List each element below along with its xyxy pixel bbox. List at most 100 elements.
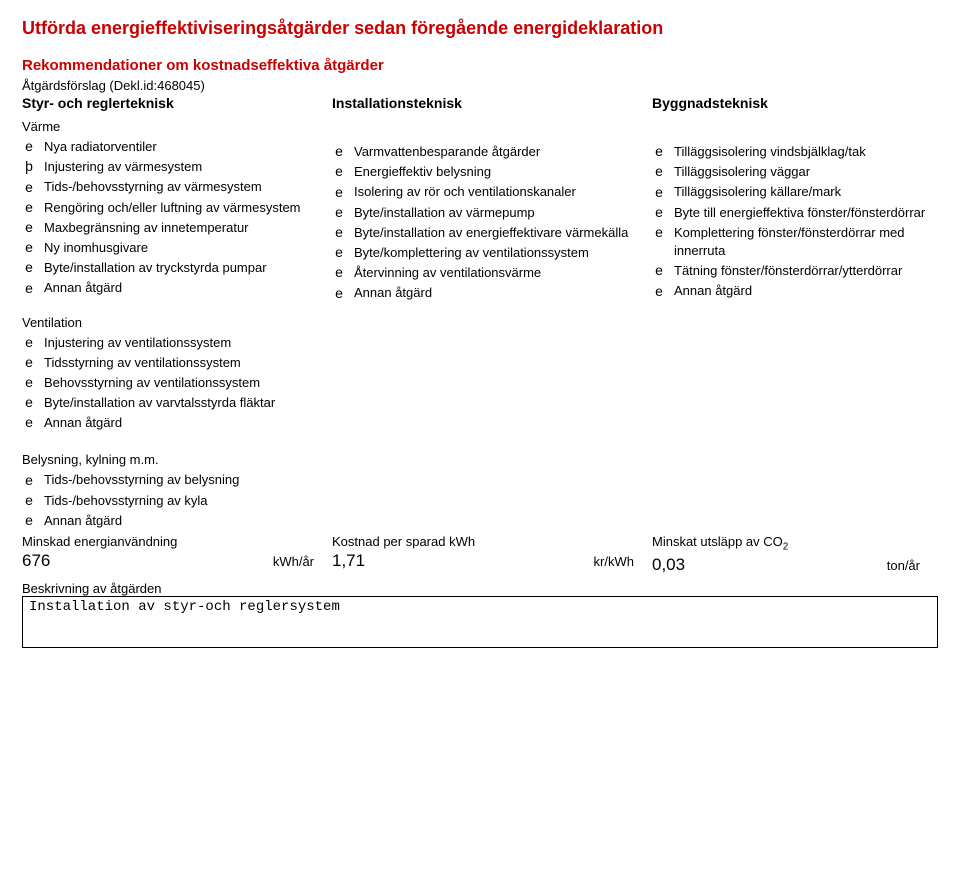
heat-a-item: eNya radiatorventiler bbox=[22, 138, 332, 156]
group-lighting: Belysning, kylning m.m. bbox=[22, 452, 938, 467]
heat-a-label: Maxbegränsning av innetemperatur bbox=[44, 219, 332, 237]
heat-c-item: e Tilläggsisolering källare/mark bbox=[652, 183, 938, 201]
vent-a-item: e Tidsstyrning av ventilationssystem bbox=[22, 354, 332, 372]
vent-a-item: e Annan åtgärd bbox=[22, 414, 332, 432]
heat-c-item: e Tätning fönster/fönsterdörrar/ytterdörr… bbox=[652, 262, 938, 280]
heat-a-label: Byte/installation av tryckstyrda pumpar bbox=[44, 259, 332, 277]
heat-c-checkbox[interactable]: e bbox=[652, 262, 666, 280]
heat-c-checkbox[interactable]: e bbox=[652, 143, 666, 161]
vent-a-label: Annan åtgärd bbox=[44, 414, 332, 432]
heat-a-checkbox[interactable]: e bbox=[22, 219, 36, 237]
heat-a-label: Tids-/behovsstyrning av värmesystem bbox=[44, 178, 332, 196]
vent-a-item: e Injustering av ventilationssystem bbox=[22, 334, 332, 352]
heat-a-item: e Maxbegränsning av innetemperatur bbox=[22, 219, 332, 237]
vent-a-item: e Behovsstyrning av ventilationssystem bbox=[22, 374, 332, 392]
heat-b-checkbox[interactable]: e bbox=[332, 264, 346, 282]
light-a-item: e Annan åtgärd bbox=[22, 512, 332, 530]
metric-energy-label: Minskad energianvändning bbox=[22, 534, 332, 549]
heat-b-item: e Annan åtgärd bbox=[332, 284, 652, 302]
page-title: Utförda energieffektiviseringsåtgärder s… bbox=[22, 18, 938, 39]
heat-a-label: Annan åtgärd bbox=[44, 279, 332, 297]
light-a-item: e Tids-/behovsstyrning av kyla bbox=[22, 492, 332, 510]
metric-cost-value: 1,71 bbox=[332, 551, 365, 571]
heat-a-item: e Rengöring och/eller luftning av värmesy… bbox=[22, 199, 332, 217]
proposal-line: Åtgärdsförslag (Dekl.id:468045) bbox=[22, 78, 938, 93]
description-label: Beskrivning av åtgärden bbox=[22, 581, 938, 596]
heat-b-checkbox[interactable]: e bbox=[332, 204, 346, 222]
group-ventilation: Ventilation bbox=[22, 315, 938, 330]
heat-a-item: e Byte/installation av tryckstyrda pumpar bbox=[22, 259, 332, 277]
heat-c-label: Tilläggsisolering källare/mark bbox=[674, 183, 938, 201]
heat-c-item: e Byte till energieffektiva fönster/fönst… bbox=[652, 204, 938, 222]
vent-a-label: Byte/installation av varvtalsstyrda fläk… bbox=[44, 394, 332, 412]
heat-a-checkbox[interactable]: e bbox=[22, 178, 36, 196]
heat-c-checkbox[interactable]: e bbox=[652, 282, 666, 300]
metric-energy-value: 676 bbox=[22, 551, 50, 571]
heat-b-item: eByte/installation av värmepump bbox=[332, 204, 652, 222]
vent-a-checkbox[interactable]: e bbox=[22, 394, 36, 412]
heat-c-item: eTilläggsisolering vindsbjälklag/tak bbox=[652, 143, 938, 161]
heat-a-checkbox[interactable]: e bbox=[22, 239, 36, 257]
description-box: Installation av styr-och reglersystem bbox=[22, 596, 938, 648]
heat-a-checkbox[interactable]: e bbox=[22, 259, 36, 277]
metric-cost-unit: kr/kWh bbox=[594, 554, 652, 569]
heat-c-checkbox[interactable]: e bbox=[652, 163, 666, 181]
heat-b-item: eEnergieffektiv belysning bbox=[332, 163, 652, 181]
metric-co2-label-sub: 2 bbox=[783, 542, 789, 553]
heat-c-label: Byte till energieffektiva fönster/fönste… bbox=[674, 204, 938, 222]
heat-b-checkbox[interactable]: e bbox=[332, 284, 346, 302]
heat-a-checkbox[interactable]: e bbox=[22, 138, 36, 156]
heat-a-label: Rengöring och/eller luftning av värmesys… bbox=[44, 199, 332, 217]
column-headers-row: Styr- och reglerteknisk Värme eNya radia… bbox=[22, 95, 938, 305]
light-a-label: Annan åtgärd bbox=[44, 512, 332, 530]
vent-a-checkbox[interactable]: e bbox=[22, 334, 36, 352]
heat-c-item: eAnnan åtgärd bbox=[652, 282, 938, 300]
heat-c-item: e Komplettering fönster/fönsterdörrar med… bbox=[652, 224, 938, 260]
heat-c-label: Komplettering fönster/fönsterdörrar med … bbox=[674, 224, 938, 260]
metric-co2-label: Minskat utsläpp av CO2 bbox=[652, 534, 938, 553]
heat-b-item: eByte/installation av energieffektivare … bbox=[332, 224, 652, 242]
heat-b-checkbox[interactable]: e bbox=[332, 143, 346, 161]
light-a-item: e Tids-/behovsstyrning av belysning bbox=[22, 471, 332, 489]
heat-b-label: Annan åtgärd bbox=[354, 284, 652, 302]
page: Utförda energieffektiviseringsåtgärder s… bbox=[0, 0, 960, 688]
heat-a-item: e Annan åtgärd bbox=[22, 279, 332, 297]
vent-a-label: Tidsstyrning av ventilationssystem bbox=[44, 354, 332, 372]
heat-b-checkbox[interactable]: e bbox=[332, 163, 346, 181]
vent-a-checkbox[interactable]: e bbox=[22, 414, 36, 432]
vent-a-label: Behovsstyrning av ventilationssystem bbox=[44, 374, 332, 392]
heat-b-item: e Isolering av rör och ventilationskanale… bbox=[332, 183, 652, 201]
heat-c-label: Tätning fönster/fönsterdörrar/ytterdörra… bbox=[674, 262, 938, 280]
heat-a-checkbox[interactable]: þ bbox=[22, 158, 36, 176]
metric-co2-label-prefix: Minskat utsläpp av CO bbox=[652, 534, 783, 549]
heat-a-item: þ Injustering av värmesystem bbox=[22, 158, 332, 176]
heat-b-label: Isolering av rör och ventilationskanaler bbox=[354, 183, 652, 201]
metrics-row: Minskad energianvändning 676 kWh/år Kost… bbox=[22, 534, 938, 575]
heat-c-checkbox[interactable]: e bbox=[652, 204, 666, 222]
heat-c-checkbox[interactable]: e bbox=[652, 224, 666, 242]
heat-c-checkbox[interactable]: e bbox=[652, 183, 666, 201]
light-a-label: Tids-/behovsstyrning av belysning bbox=[44, 471, 332, 489]
light-a-checkbox[interactable]: e bbox=[22, 492, 36, 510]
heat-b-label: Återvinning av ventilationsvärme bbox=[354, 264, 652, 282]
heat-b-label: Byte/komplettering av ventilationssystem bbox=[354, 244, 652, 262]
light-a-label: Tids-/behovsstyrning av kyla bbox=[44, 492, 332, 510]
heat-b-checkbox[interactable]: e bbox=[332, 183, 346, 201]
heat-c-label: Tilläggsisolering väggar bbox=[674, 163, 938, 181]
heat-b-item: eVarmvattenbesparande åtgärder bbox=[332, 143, 652, 161]
vent-a-label: Injustering av ventilationssystem bbox=[44, 334, 332, 352]
heat-a-checkbox[interactable]: e bbox=[22, 279, 36, 297]
heat-a-label: Injustering av värmesystem bbox=[44, 158, 332, 176]
heat-b-checkbox[interactable]: e bbox=[332, 224, 346, 242]
col-header-c: Byggnadsteknisk bbox=[652, 95, 938, 111]
vent-a-checkbox[interactable]: e bbox=[22, 354, 36, 372]
heat-a-item: e Tids-/behovsstyrning av värmesystem bbox=[22, 178, 332, 196]
heat-a-item: eNy inomhusgivare bbox=[22, 239, 332, 257]
light-a-checkbox[interactable]: e bbox=[22, 471, 36, 489]
col-header-b: Installationsteknisk bbox=[332, 95, 652, 111]
heat-a-checkbox[interactable]: e bbox=[22, 199, 36, 217]
metric-co2-value: 0,03 bbox=[652, 555, 685, 575]
vent-a-checkbox[interactable]: e bbox=[22, 374, 36, 392]
light-a-checkbox[interactable]: e bbox=[22, 512, 36, 530]
heat-b-checkbox[interactable]: e bbox=[332, 244, 346, 262]
